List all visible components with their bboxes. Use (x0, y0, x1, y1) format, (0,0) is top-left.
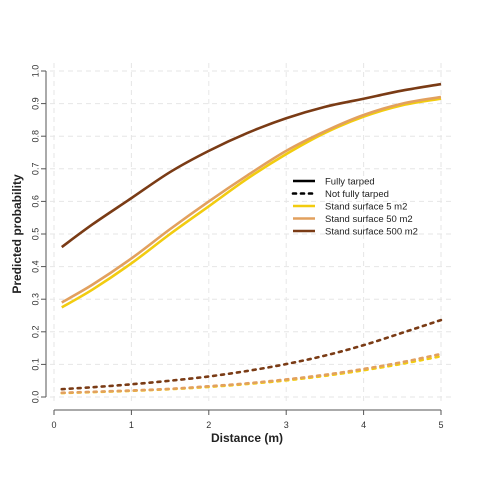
grid (50, 63, 453, 401)
series-line-not-fully-tarped-500m2 (60, 318, 443, 391)
legend-label: Stand surface 5 m2 (325, 202, 407, 213)
legend-label: Not fully tarped (325, 189, 389, 200)
legend-label: Stand surface 50 m2 (325, 214, 413, 225)
y-tick-label: 0.8 (30, 130, 40, 143)
legend-label: Stand surface 500 m2 (325, 227, 418, 238)
y-tick-label: 1.0 (30, 65, 40, 78)
y-tick-label: 0.6 (30, 195, 40, 208)
x-tick-label: 1 (129, 420, 134, 430)
y-axis-title: Predicted probability (10, 174, 24, 294)
y-tick-label: 0.3 (30, 293, 40, 306)
x-tick-label: 3 (284, 420, 289, 430)
series-line-fully-tarped-5m2 (61, 97, 442, 309)
series-line-not-fully-tarped-5m2 (60, 354, 443, 395)
y-tick-labels: 0.0 0.1 0.2 0.3 0.4 0.5 0.6 0.7 0.8 0.9 1.0 (30, 65, 40, 404)
y-tick-label: 0.5 (30, 228, 40, 241)
y-tick-label: 0.7 (30, 163, 40, 176)
y-tick-label: 0.1 (30, 358, 40, 371)
series-line-not-fully-tarped-50m2 (60, 352, 443, 395)
series-line-fully-tarped-50m2 (61, 95, 442, 304)
x-tick-label: 4 (361, 420, 366, 430)
y-tick-label: 0.9 (30, 97, 40, 110)
axes (41, 70, 442, 415)
x-tick-label: 5 (438, 420, 443, 430)
y-tick-label: 0.4 (30, 260, 40, 273)
series-lines (60, 82, 443, 395)
x-tick-label: 2 (206, 420, 211, 430)
x-axis-title: Distance (m) (211, 431, 283, 445)
x-tick-label: 0 (51, 420, 56, 430)
x-tick-labels: 0 1 2 3 4 5 (51, 420, 443, 430)
y-tick-label: 0.2 (30, 326, 40, 339)
legend-label: Fully tarped (325, 177, 375, 188)
series-line-fully-tarped-500m2 (60, 82, 442, 249)
y-tick-label: 0.0 (30, 391, 40, 404)
